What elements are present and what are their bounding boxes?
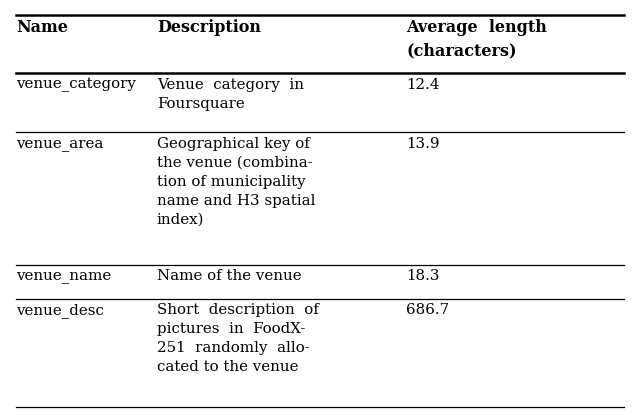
- Text: 686.7: 686.7: [406, 303, 449, 317]
- Text: Average  length
(characters): Average length (characters): [406, 19, 547, 59]
- Text: Venue  category  in
Foursquare: Venue category in Foursquare: [157, 78, 304, 111]
- Text: venue_category: venue_category: [16, 78, 136, 93]
- Text: 13.9: 13.9: [406, 137, 440, 151]
- Text: 12.4: 12.4: [406, 78, 440, 92]
- Text: Short  description  of
pictures  in  FoodX-
251  randomly  allo-
cated to the ve: Short description of pictures in FoodX- …: [157, 303, 319, 374]
- Text: Name of the venue: Name of the venue: [157, 269, 301, 283]
- Text: 18.3: 18.3: [406, 269, 440, 283]
- Text: Geographical key of
the venue (combina-
tion of municipality
name and H3 spatial: Geographical key of the venue (combina- …: [157, 137, 316, 227]
- Text: venue_desc: venue_desc: [16, 303, 104, 318]
- Text: venue_area: venue_area: [16, 137, 104, 151]
- Text: Description: Description: [157, 19, 261, 36]
- Text: Name: Name: [16, 19, 68, 36]
- Text: venue_name: venue_name: [16, 269, 111, 283]
